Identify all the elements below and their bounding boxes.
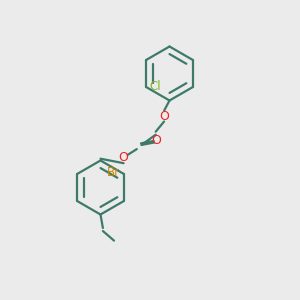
Text: Br: Br bbox=[107, 166, 120, 179]
Text: O: O bbox=[159, 110, 169, 123]
Text: Cl: Cl bbox=[150, 80, 161, 94]
Text: O: O bbox=[152, 134, 161, 147]
Text: O: O bbox=[119, 151, 128, 164]
